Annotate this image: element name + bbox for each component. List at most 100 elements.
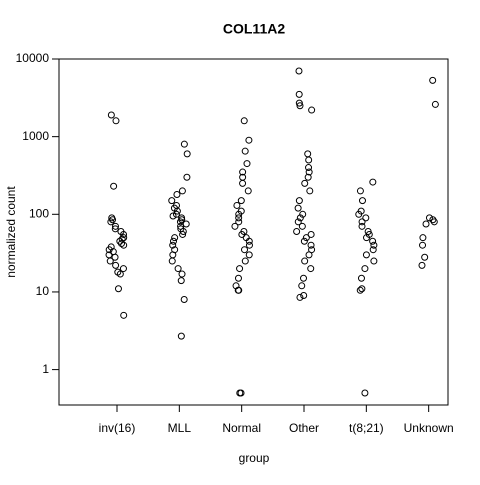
point	[298, 222, 306, 230]
point	[358, 222, 366, 230]
point	[362, 251, 370, 259]
point	[422, 220, 430, 228]
point	[295, 67, 303, 75]
point	[300, 237, 308, 245]
point	[111, 222, 119, 230]
point	[177, 222, 185, 230]
point	[307, 241, 315, 249]
point	[235, 214, 243, 222]
point	[239, 179, 247, 187]
point	[301, 179, 309, 187]
point	[299, 210, 307, 218]
point	[107, 218, 115, 226]
point	[304, 173, 312, 181]
point	[235, 286, 243, 294]
point	[369, 178, 377, 186]
y-tick-label: 1000	[22, 129, 49, 143]
point	[119, 265, 127, 273]
point	[355, 210, 363, 218]
point	[110, 182, 118, 190]
point	[300, 274, 308, 282]
x-axis-label: group	[239, 451, 270, 465]
point	[245, 136, 253, 144]
point	[308, 106, 316, 114]
point	[117, 240, 125, 248]
point	[370, 257, 378, 265]
y-tick-label: 10000	[16, 51, 50, 65]
point	[421, 253, 429, 261]
point	[296, 293, 304, 301]
point	[173, 207, 181, 215]
point	[370, 241, 378, 249]
x-tick-label: MLL	[168, 421, 192, 435]
point	[237, 389, 245, 397]
point	[179, 230, 187, 238]
point	[182, 220, 190, 228]
point	[120, 234, 128, 242]
point	[306, 187, 314, 195]
point	[361, 265, 369, 273]
point	[305, 156, 313, 164]
point	[245, 237, 253, 245]
point	[245, 251, 253, 259]
point	[173, 190, 181, 198]
point	[241, 147, 249, 155]
point	[178, 270, 186, 278]
point	[307, 230, 315, 238]
point	[296, 102, 304, 110]
point	[114, 285, 122, 293]
point	[294, 218, 302, 226]
point	[169, 237, 177, 245]
point	[178, 187, 186, 195]
point	[171, 234, 179, 242]
point	[112, 261, 120, 269]
point	[235, 218, 243, 226]
point	[177, 277, 185, 285]
point	[172, 210, 180, 218]
point	[180, 140, 188, 148]
point	[357, 274, 365, 282]
point	[179, 228, 187, 236]
point	[120, 311, 128, 319]
chart-title: COL11A2	[223, 21, 285, 37]
point	[362, 214, 370, 222]
point	[295, 197, 303, 205]
point	[244, 187, 252, 195]
point	[168, 197, 176, 205]
x-tick-label: Unknown	[404, 421, 454, 435]
point	[231, 222, 239, 230]
x-tick-label: Normal	[222, 421, 261, 435]
point	[358, 218, 366, 226]
point	[105, 246, 113, 254]
point	[169, 241, 177, 249]
point	[176, 218, 184, 226]
point	[169, 212, 177, 220]
point	[419, 234, 427, 242]
point	[431, 100, 439, 108]
point	[430, 218, 438, 226]
point	[294, 204, 302, 212]
point	[358, 285, 366, 293]
point	[245, 241, 253, 249]
point	[111, 253, 119, 261]
point	[116, 270, 124, 278]
point	[356, 286, 364, 294]
point	[293, 228, 301, 236]
point	[108, 214, 116, 222]
point	[241, 246, 249, 254]
point	[301, 257, 309, 265]
y-tick-label: 1	[42, 362, 49, 376]
point	[358, 197, 366, 205]
point	[112, 117, 120, 125]
point	[235, 210, 243, 218]
point	[369, 246, 377, 254]
point	[111, 225, 119, 233]
point	[425, 214, 433, 222]
point	[305, 251, 313, 259]
x-tick-label: inv(16)	[99, 421, 136, 435]
point	[177, 332, 185, 340]
point	[183, 173, 191, 181]
point	[180, 295, 188, 303]
point	[300, 292, 308, 300]
